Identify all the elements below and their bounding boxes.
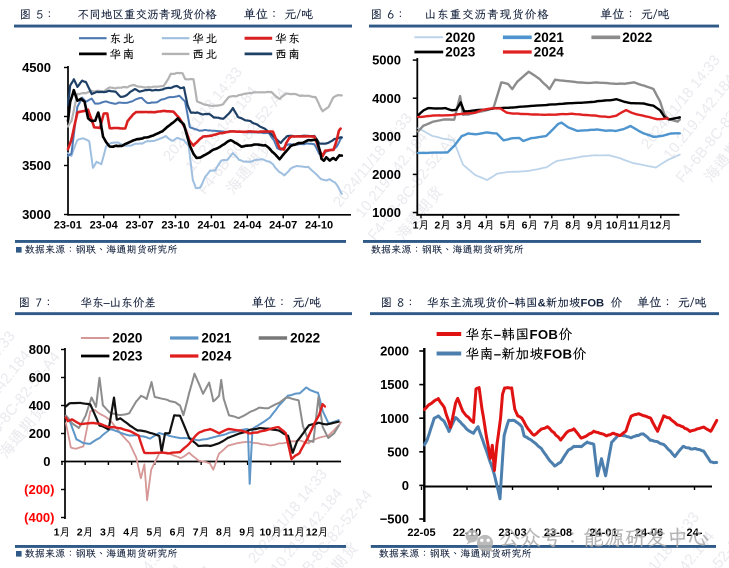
svg-text:24-10: 24-10 (305, 219, 333, 231)
svg-text:23-10: 23-10 (161, 219, 189, 231)
svg-text:0: 0 (43, 454, 50, 469)
svg-text:600: 600 (29, 370, 51, 385)
svg-text:0: 0 (402, 478, 409, 493)
svg-text:24-01: 24-01 (589, 527, 617, 539)
svg-text:2023: 2023 (445, 45, 476, 60)
svg-text:23-07: 23-07 (126, 219, 154, 231)
svg-text:10: 10 (606, 220, 618, 232)
svg-text:8: 8 (216, 527, 222, 539)
svg-text:12: 12 (650, 220, 662, 232)
svg-text:6: 6 (522, 220, 528, 232)
svg-text:4: 4 (478, 220, 484, 232)
svg-text:–: – (494, 327, 502, 342)
svg-text:12: 12 (306, 527, 318, 539)
svg-text:1: 1 (413, 220, 419, 232)
svg-text:10: 10 (260, 527, 272, 539)
svg-text:2024: 2024 (201, 349, 232, 364)
svg-text:2: 2 (77, 527, 83, 539)
svg-text:4: 4 (123, 527, 129, 539)
svg-text:24-04: 24-04 (233, 219, 262, 231)
svg-text:800: 800 (29, 342, 51, 357)
svg-text:–: – (494, 347, 502, 362)
svg-text:2022: 2022 (622, 30, 652, 45)
svg-text:7: 7 (543, 220, 549, 232)
svg-text:&: & (538, 298, 546, 310)
svg-text:200: 200 (29, 426, 51, 441)
svg-text:2000: 2000 (380, 344, 409, 359)
svg-text:2: 2 (434, 220, 440, 232)
svg-text:500: 500 (387, 444, 409, 459)
svg-text:FOB: FOB (544, 347, 573, 362)
svg-text:22-05: 22-05 (407, 527, 435, 539)
svg-text:–: – (508, 298, 514, 310)
svg-text:1500: 1500 (380, 377, 409, 392)
svg-text:−500: −500 (380, 512, 409, 527)
svg-text:24-01: 24-01 (197, 219, 225, 231)
svg-text:1000: 1000 (372, 205, 401, 220)
svg-text:2000: 2000 (372, 167, 401, 182)
svg-text:1000: 1000 (380, 411, 409, 426)
svg-text:3500: 3500 (22, 158, 51, 173)
svg-text:4500: 4500 (22, 60, 51, 75)
svg-text:9: 9 (587, 220, 593, 232)
svg-text:400: 400 (29, 398, 51, 413)
svg-text:3000: 3000 (372, 129, 401, 144)
svg-text:8: 8 (565, 220, 571, 232)
svg-text:2020: 2020 (445, 30, 475, 45)
svg-text:5: 5 (500, 220, 506, 232)
svg-text:2022: 2022 (290, 331, 320, 346)
svg-text:FOB: FOB (581, 298, 605, 310)
svg-text:4000: 4000 (22, 109, 51, 124)
svg-text:24-: 24- (687, 527, 703, 539)
svg-text:(400): (400) (24, 510, 54, 525)
svg-text:FOB: FOB (530, 327, 559, 342)
svg-text:(200): (200) (24, 482, 54, 497)
svg-text:2023: 2023 (112, 349, 143, 364)
svg-text:5: 5 (146, 527, 152, 539)
svg-text:3: 3 (100, 527, 106, 539)
svg-text:1: 1 (54, 527, 60, 539)
svg-text:3000: 3000 (22, 207, 51, 222)
svg-text:2020: 2020 (112, 331, 142, 346)
svg-text:6: 6 (170, 527, 176, 539)
svg-text:2021: 2021 (201, 331, 232, 346)
svg-text:24-07: 24-07 (269, 219, 297, 231)
svg-text:5000: 5000 (372, 53, 401, 68)
svg-text:2021: 2021 (534, 30, 565, 45)
svg-text:9: 9 (239, 527, 245, 539)
svg-text:7: 7 (193, 527, 199, 539)
svg-text:3: 3 (456, 220, 462, 232)
svg-text:11: 11 (628, 220, 639, 232)
svg-text:23-04: 23-04 (90, 219, 119, 231)
svg-text:23-01: 23-01 (54, 219, 82, 231)
svg-text:2024: 2024 (534, 45, 565, 60)
svg-text:11: 11 (283, 527, 294, 539)
svg-text:4000: 4000 (372, 91, 401, 106)
